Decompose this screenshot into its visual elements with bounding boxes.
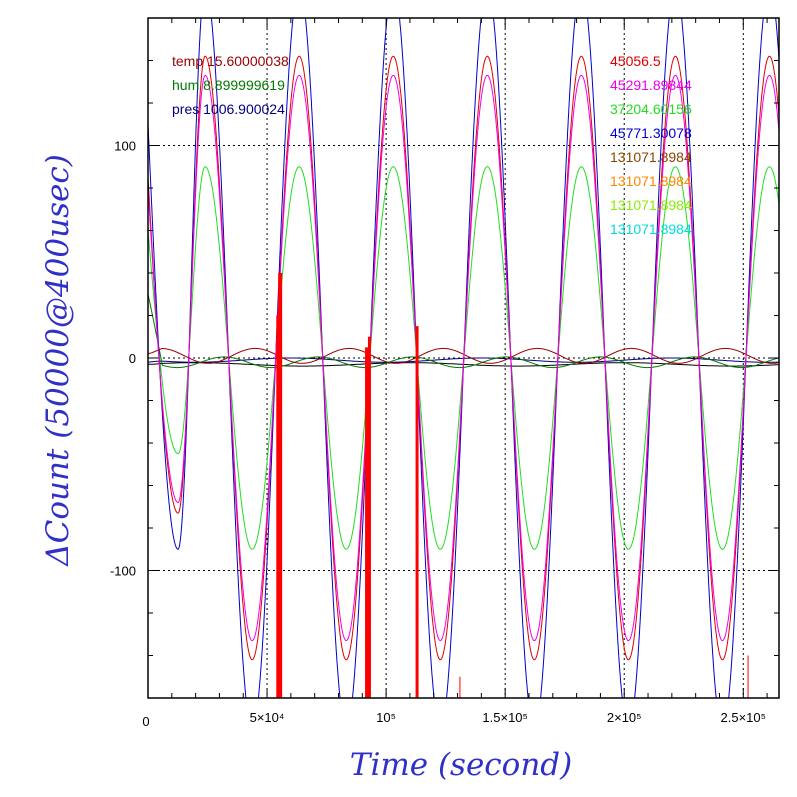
legend-right-entry-3: 45771.30078 bbox=[610, 125, 692, 141]
x-axis-label: Time (second) bbox=[350, 747, 572, 783]
tick-labels: 5×10⁴ 10⁵ 1.5×10⁵ 2×10⁵ 2.5×10⁵ 0 100 0 -100 bbox=[110, 139, 766, 730]
legend-right: 45056.5 45291.89844 37204.60156 45771.30078… bbox=[610, 53, 692, 237]
red-spike-4 bbox=[367, 336, 371, 698]
legend-right-entry-1: 45291.89844 bbox=[610, 77, 692, 93]
red-spike-6 bbox=[459, 676, 461, 698]
red-spike-5 bbox=[415, 326, 419, 698]
series-layer bbox=[148, 18, 779, 698]
legend-left-entry-2: pres 1006.900024 bbox=[172, 101, 285, 117]
y-axis-label: ΔCount (50000@400usec) bbox=[40, 154, 76, 567]
y-tick-label-1: 0 bbox=[129, 351, 136, 366]
tick-marks bbox=[147, 17, 779, 699]
x-tick-label-3: 2×10⁵ bbox=[607, 710, 642, 725]
x-tick-label-2: 1.5×10⁵ bbox=[482, 710, 528, 725]
red-spike-3 bbox=[365, 347, 370, 698]
legend-right-entry-2: 37204.60156 bbox=[610, 101, 692, 117]
red-spike-2 bbox=[278, 273, 283, 698]
legend-left: temp 15.60000038 hum 8.899999619 pres 1006… bbox=[172, 53, 289, 117]
x-tick-label-4: 2.5×10⁵ bbox=[721, 710, 767, 725]
y-tick-label-0: 100 bbox=[114, 139, 136, 154]
red-spike-1 bbox=[276, 315, 280, 698]
legend-right-entry-6: 131071.8984 bbox=[610, 197, 692, 213]
series-line-2 bbox=[148, 74, 779, 642]
x-origin-label: 0 bbox=[142, 714, 149, 729]
legend-left-entry-0: temp 15.60000038 bbox=[172, 53, 289, 69]
x-tick-label-1: 10⁵ bbox=[376, 710, 396, 725]
legend-left-entry-1: hum 8.899999619 bbox=[172, 77, 285, 93]
legend-right-entry-4: 131071.8984 bbox=[610, 149, 692, 165]
y-tick-label-2: -100 bbox=[110, 564, 136, 579]
legend-right-entry-0: 45056.5 bbox=[610, 53, 661, 69]
red-spike-7 bbox=[747, 655, 749, 698]
legend-right-entry-5: 131071.8984 bbox=[610, 173, 692, 189]
legend-right-entry-7: 131071.8984 bbox=[610, 221, 692, 237]
red-spike-layer bbox=[276, 273, 749, 698]
x-tick-label-0: 5×10⁴ bbox=[250, 710, 285, 725]
